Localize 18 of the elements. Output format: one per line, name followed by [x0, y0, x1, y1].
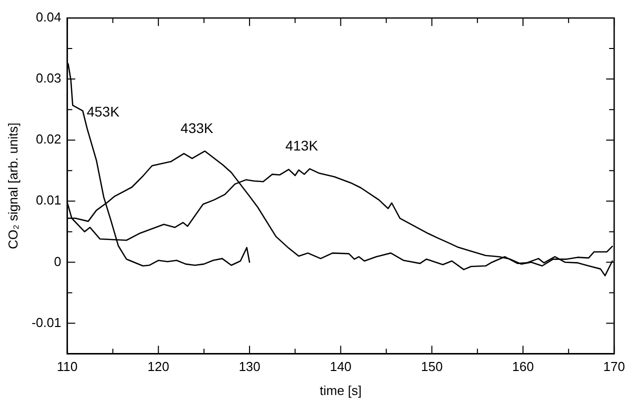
- y-tick-label: -0.01: [32, 314, 62, 330]
- x-axis-title: time [s]: [320, 382, 362, 398]
- x-tick-label: 120: [148, 359, 170, 374]
- y-tick-label: 0.04: [36, 10, 62, 25]
- x-tick-label: 110: [56, 359, 78, 374]
- x-tick-label: 140: [330, 359, 352, 374]
- x-tick-label: 160: [512, 359, 534, 374]
- y-tick-label: 0.02: [36, 132, 62, 147]
- x-tick-label: 170: [603, 359, 626, 374]
- y-tick-label: 0: [54, 254, 62, 269]
- y-axis-title: CO₂ signal [arb. units]: [5, 122, 20, 250]
- x-tick-label: 130: [238, 359, 260, 374]
- y-tick-label: 0.01: [36, 192, 62, 208]
- x-tick-label: 150: [420, 359, 443, 374]
- series-label: 453K: [86, 104, 120, 120]
- series-label: 413K: [285, 138, 319, 154]
- y-tick-label: 0.03: [36, 70, 62, 86]
- series-label: 433K: [180, 120, 214, 136]
